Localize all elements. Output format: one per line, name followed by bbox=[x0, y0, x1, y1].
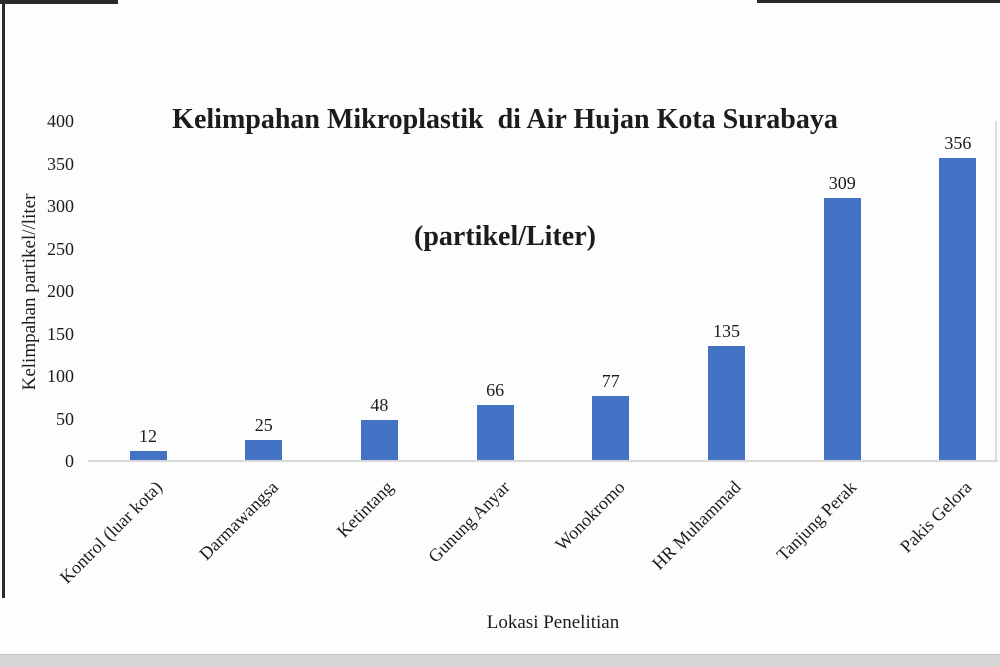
y-tick-label: 200 bbox=[47, 281, 74, 301]
bar bbox=[592, 395, 630, 461]
y-tick-label: 400 bbox=[47, 111, 74, 131]
page-border-top-left-segment bbox=[0, 0, 118, 4]
x-category-label: Tanjung Perak bbox=[772, 477, 861, 565]
bottom-gray-strip bbox=[0, 654, 1000, 667]
bar-value-label: 356 bbox=[944, 133, 972, 154]
chart-title-line2: (partikel/Liter) bbox=[414, 221, 596, 252]
bar bbox=[823, 198, 861, 461]
x-category-label: Darmawangsa bbox=[194, 477, 282, 564]
bar-value-label: 48 bbox=[370, 395, 389, 416]
bar-value-label: 135 bbox=[713, 321, 740, 342]
chart-title-line1: Kelimpahan Mikroplastik di Air Hujan Kot… bbox=[172, 104, 838, 135]
bar-value-label: 66 bbox=[486, 379, 505, 400]
y-tick-label: 100 bbox=[47, 366, 74, 386]
y-tick-label: 50 bbox=[56, 408, 74, 429]
bar bbox=[476, 404, 514, 461]
x-category-label: HR Muhammad bbox=[648, 477, 745, 574]
bar-value-label: 309 bbox=[828, 173, 856, 194]
x-category-label: Pakis Gelora bbox=[896, 477, 977, 557]
x-category-label: Ketintang bbox=[333, 477, 398, 542]
bar bbox=[245, 439, 283, 461]
bar-value-label: 77 bbox=[601, 370, 620, 391]
page-border-top-right-segment bbox=[757, 0, 1000, 3]
bar bbox=[129, 450, 167, 461]
x-axis-line bbox=[88, 460, 998, 462]
x-category-label: Wonokromo bbox=[551, 477, 629, 555]
chart-title: Kelimpahan Mikroplastik di Air Hujan Kot… bbox=[25, 22, 985, 334]
bar-value-label: 12 bbox=[139, 425, 157, 446]
bar bbox=[708, 346, 745, 461]
y-tick-label: 350 bbox=[47, 153, 74, 174]
bar bbox=[939, 158, 977, 461]
plot-right-border bbox=[995, 121, 997, 461]
y-tick-label: 150 bbox=[47, 323, 74, 344]
page-border-left bbox=[2, 0, 5, 598]
bar-value-label: 25 bbox=[254, 414, 273, 435]
bar bbox=[360, 420, 398, 461]
x-category-label: Kontrol (luar kota) bbox=[55, 477, 167, 588]
x-category-label: Gunung Anyar bbox=[423, 477, 514, 567]
y-tick-label: 300 bbox=[47, 196, 74, 216]
y-tick-label: 250 bbox=[47, 238, 74, 259]
y-tick-label: 0 bbox=[65, 451, 74, 471]
x-axis-title: Lokasi Penelitian bbox=[486, 612, 620, 633]
